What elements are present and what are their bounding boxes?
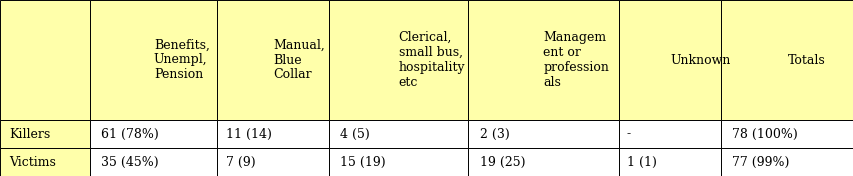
Bar	[217, 120, 329, 148]
Text: 2 (3): 2 (3)	[479, 127, 509, 140]
Text: 61 (78%): 61 (78%)	[101, 127, 158, 140]
Text: 35 (45%): 35 (45%)	[101, 156, 158, 168]
Text: 77 (99%): 77 (99%)	[731, 156, 788, 168]
Bar	[618, 148, 721, 176]
Text: 11 (14): 11 (14)	[226, 127, 271, 140]
Text: 1 (1): 1 (1)	[626, 156, 656, 168]
Text: 7 (9): 7 (9)	[226, 156, 255, 168]
Text: Clerical,
small bus,
hospitality
etc: Clerical, small bus, hospitality etc	[398, 31, 465, 89]
Bar	[0, 0, 90, 120]
Bar	[618, 0, 721, 120]
Text: -: -	[626, 127, 630, 140]
Bar	[217, 148, 329, 176]
Bar	[0, 120, 90, 148]
Text: Victims: Victims	[9, 156, 55, 168]
Bar	[618, 120, 721, 148]
Text: Unknown: Unknown	[670, 54, 729, 67]
Bar	[721, 120, 853, 148]
Bar	[467, 120, 618, 148]
Text: 19 (25): 19 (25)	[479, 156, 525, 168]
Bar	[721, 148, 853, 176]
Bar	[721, 0, 853, 120]
Bar	[217, 0, 329, 120]
Bar	[90, 120, 217, 148]
Bar	[0, 148, 90, 176]
Bar	[467, 0, 618, 120]
Text: 78 (100%): 78 (100%)	[731, 127, 797, 140]
Bar	[90, 148, 217, 176]
Text: Totals: Totals	[786, 54, 825, 67]
Text: 15 (19): 15 (19)	[340, 156, 386, 168]
Text: Managem
ent or
profession
als: Managem ent or profession als	[543, 31, 608, 89]
Bar	[329, 120, 467, 148]
Bar	[90, 0, 217, 120]
Bar	[467, 148, 618, 176]
Bar	[329, 148, 467, 176]
Text: Benefits,
Unempl,
Pension: Benefits, Unempl, Pension	[154, 39, 210, 81]
Text: 4 (5): 4 (5)	[340, 127, 369, 140]
Text: Killers: Killers	[9, 127, 50, 140]
Text: Manual,
Blue
Collar: Manual, Blue Collar	[273, 39, 325, 81]
Bar	[329, 0, 467, 120]
